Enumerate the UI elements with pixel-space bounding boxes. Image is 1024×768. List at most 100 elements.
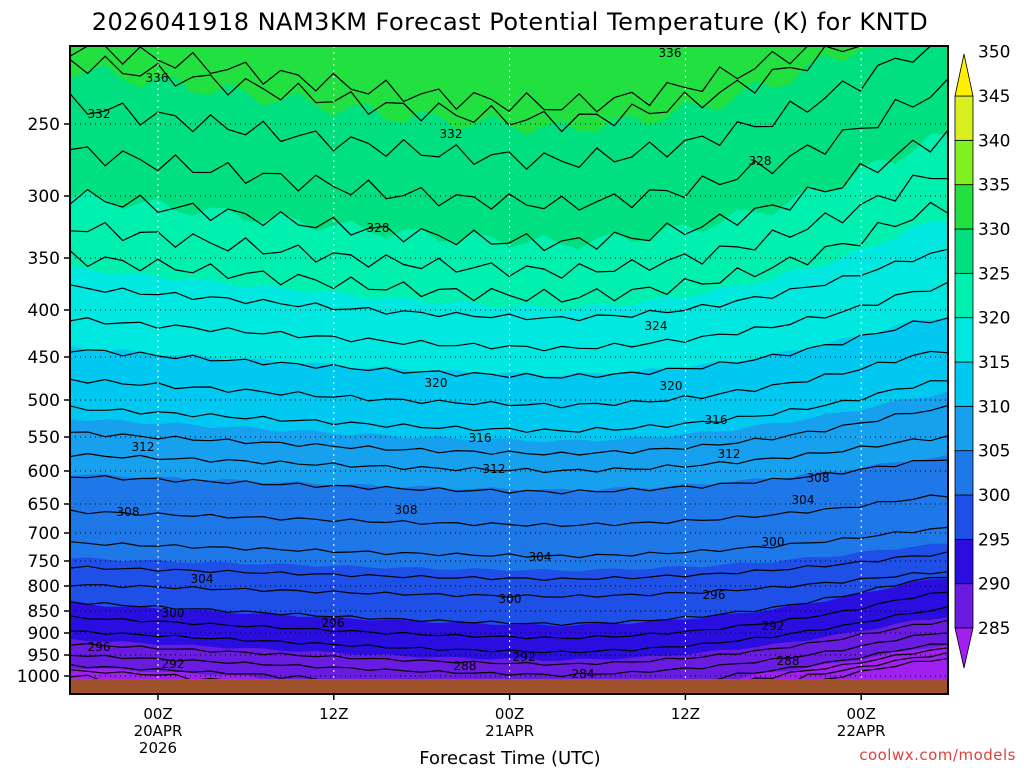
- y-axis: 2503003504004505005506006507007508008509…: [17, 115, 70, 687]
- x-tick-label: 12Z: [671, 705, 700, 723]
- colorbar-label: 295: [978, 530, 1010, 550]
- plot-area: 336 336 332 332 328 328 324 320 320 316 316 312 312 3…: [70, 46, 948, 694]
- gridlines: [70, 46, 948, 694]
- y-tick-label: 450: [28, 348, 60, 368]
- contour-332: [70, 78, 948, 211]
- contour-308: [70, 494, 948, 528]
- colorbar-label: 310: [978, 397, 1010, 417]
- y-tick-label: 950: [28, 646, 60, 666]
- contour-label: 308: [807, 471, 830, 485]
- chart-title: 2026041918 NAM3KM Forecast Potential Tem…: [92, 8, 928, 36]
- contour-312: [70, 435, 948, 474]
- contour-label: 292: [162, 657, 185, 671]
- contour-label: 288: [777, 654, 800, 668]
- contour-316: [70, 380, 948, 433]
- contour-label: 296: [322, 616, 345, 630]
- colorbar-segment: [954, 538, 974, 585]
- contour-330: [70, 129, 948, 252]
- y-tick-label: 400: [28, 301, 60, 321]
- y-tick-label: 900: [28, 624, 60, 644]
- colorbar-bottom-arrow: [954, 627, 974, 669]
- y-tick-label: 500: [28, 391, 60, 411]
- contour-302: [70, 571, 948, 598]
- contour-label: 304: [792, 493, 815, 507]
- contour-label: 308: [117, 505, 140, 519]
- y-tick-label: 300: [28, 187, 60, 207]
- contour-label: 292: [762, 619, 785, 633]
- contour-label: 332: [440, 127, 463, 141]
- contour-label: 284: [572, 667, 595, 681]
- contour-314: [70, 404, 948, 456]
- y-tick-label: 750: [28, 552, 60, 572]
- contour-label: 316: [469, 431, 492, 445]
- x-tick-label: 2026: [139, 739, 177, 757]
- y-tick-label: 1000: [17, 667, 60, 687]
- contour-label: 320: [425, 376, 448, 390]
- x-tick-label: 12Z: [319, 705, 348, 723]
- colorbar-segment: [954, 405, 974, 452]
- colorbar-label: 300: [978, 486, 1010, 506]
- contour-labels: 336 336 332 332 328 328 324 320 320 316 316 312 312 3…: [88, 46, 830, 681]
- y-tick-label: 850: [28, 602, 60, 622]
- contour-336: [70, 46, 948, 133]
- colorbar-segment: [954, 317, 974, 363]
- colorbar-segment: [954, 228, 974, 274]
- colorbar-segment: [954, 583, 974, 629]
- contour-label: 308: [395, 503, 418, 517]
- contour-318: [70, 350, 948, 409]
- contour-label: 332: [88, 107, 111, 121]
- colorbar-segment: [954, 361, 974, 407]
- contour-label: 312: [132, 440, 155, 454]
- colorbar-segment: [954, 494, 974, 540]
- contour-label: 300: [162, 606, 185, 620]
- colorbar-segment: [954, 139, 974, 186]
- y-tick-label: 250: [28, 115, 60, 135]
- x-tick-label: 22APR: [837, 722, 886, 740]
- contour-326: [70, 201, 948, 303]
- contour-296: [70, 606, 948, 654]
- contour-322: [70, 281, 948, 352]
- x-tick-label: 00Z: [143, 705, 172, 723]
- colorbar-top-arrow: [954, 53, 974, 97]
- colorbar-label: 345: [978, 87, 1010, 107]
- contour-338: [70, 46, 948, 113]
- contour-320: [70, 317, 948, 379]
- contour-label: 336: [659, 46, 682, 60]
- x-axis-label: Forecast Time (UTC): [419, 748, 600, 768]
- contour-label: 336: [146, 71, 169, 85]
- y-tick-label: 550: [28, 428, 60, 448]
- contour-292: [70, 632, 948, 678]
- colorbar-label: 315: [978, 353, 1010, 373]
- colorbar-segment: [954, 184, 974, 230]
- contour-label: 288: [454, 659, 477, 673]
- contour-290: [70, 643, 948, 694]
- y-tick-label: 800: [28, 577, 60, 597]
- contour-304: [70, 551, 948, 582]
- contour-300: [70, 576, 948, 627]
- colorbar-segment: [954, 272, 974, 319]
- contour-label: 296: [703, 588, 726, 602]
- theta-color-bands: [70, 46, 948, 694]
- ground-surface: [70, 679, 948, 694]
- x-tick-label: 21APR: [485, 722, 534, 740]
- x-tick-label: 00Z: [495, 705, 524, 723]
- contour-324: [70, 248, 948, 322]
- x-tick-label: 00Z: [847, 705, 876, 723]
- colorbar: 285 290 295 300 305 310 315 320 325 330 335 340 345 3…: [954, 43, 1010, 669]
- y-tick-label: 350: [28, 249, 60, 269]
- contour-label: 304: [529, 550, 552, 564]
- contour-label: 300: [499, 592, 522, 606]
- colorbar-label: 330: [978, 220, 1010, 240]
- contour-298: [70, 591, 948, 640]
- y-tick-label: 600: [28, 462, 60, 482]
- colorbar-label: 305: [978, 442, 1010, 462]
- colorbar-label: 350: [978, 43, 1010, 63]
- contour-label: 292: [513, 650, 536, 664]
- contour-328: [70, 174, 948, 279]
- y-tick-label: 650: [28, 495, 60, 515]
- credit-text: coolwx.com/models: [859, 746, 1016, 764]
- contour-294: [70, 619, 948, 666]
- colorbar-label: 290: [978, 575, 1010, 595]
